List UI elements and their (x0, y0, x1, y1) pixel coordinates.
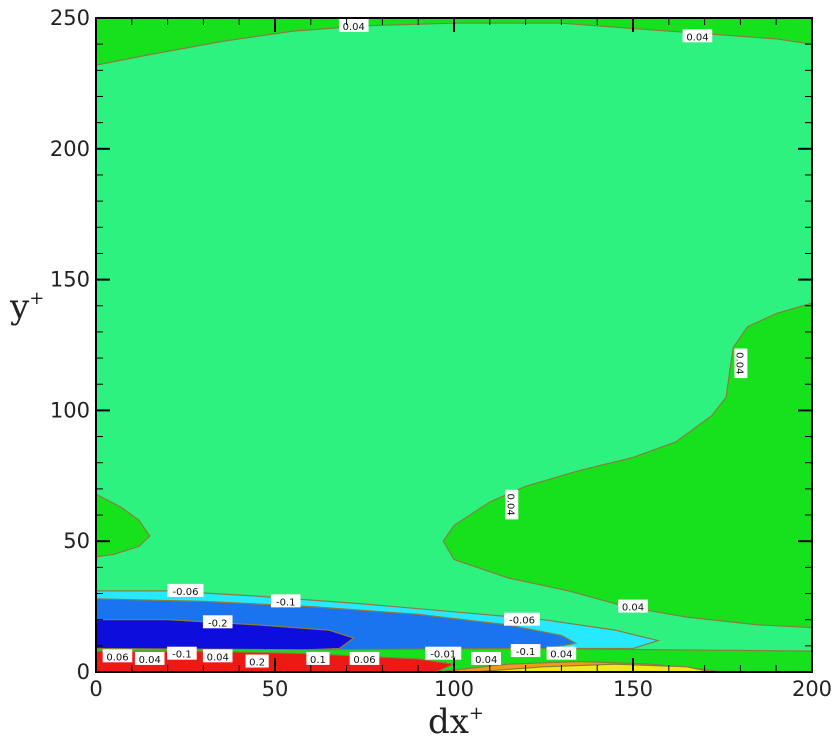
y-tick-label: 250 (50, 6, 90, 30)
contour-label-bg (167, 646, 197, 660)
contour-label-1: 0.04 (338, 18, 369, 33)
contour-label-16: 0.2 (245, 654, 269, 669)
contour-label-5: 0.04 (618, 599, 648, 614)
contour-label-bg (102, 649, 133, 663)
x-axis-label: dx+ (428, 702, 484, 742)
y-tick-label: 200 (50, 137, 90, 161)
contour-label-bg (134, 651, 165, 665)
contour-label-text: -0.06 (509, 616, 535, 627)
contour-label-13: 0.04 (134, 651, 165, 666)
contour-label-11: 0.04 (546, 646, 577, 661)
contour-label-8: -0.2 (202, 615, 233, 629)
contour-label-15: 0.04 (202, 649, 233, 663)
contour-label-text: -0.1 (276, 597, 296, 608)
contour-label-bg (349, 651, 380, 665)
x-tick-label: 150 (613, 677, 653, 701)
x-tick-label: 50 (262, 677, 289, 701)
contour-label-bg (510, 644, 541, 658)
contour-label-text: 0.04 (475, 655, 497, 666)
contour-label-14: -0.1 (167, 646, 197, 661)
contour-label-3: 0.04 (733, 348, 748, 379)
y-tick-label: 150 (50, 268, 90, 292)
contour-label-text: -0.2 (208, 618, 228, 629)
contour-label-text: -0.01 (430, 650, 456, 661)
contour-label-9: -0.06 (504, 612, 541, 627)
contour-label-text: 0.04 (550, 650, 572, 661)
y-tick-label: 0 (77, 660, 90, 684)
contour-label-20: 0.04 (471, 651, 502, 666)
contour-label-17: 0.1 (306, 651, 330, 666)
contour-label-bg (618, 599, 648, 613)
contour-label-bg (245, 654, 269, 668)
contour-label-19: -0.01 (425, 646, 462, 661)
x-axis-label-sup: + (469, 703, 484, 724)
contour-label-text: 0.04 (733, 352, 744, 374)
x-tick-label: 0 (89, 677, 102, 701)
contour-label-bg (471, 651, 502, 665)
contour-label-text: 0.1 (310, 655, 326, 666)
y-axis-label: y+ (9, 287, 44, 327)
contour-label-text: 0.04 (207, 652, 229, 663)
contour-label-10: -0.1 (510, 644, 541, 658)
contour-label-text: -0.1 (172, 650, 192, 661)
contour-label-bg (202, 615, 233, 629)
contour-label-bg (425, 646, 462, 660)
contour-label-bg (202, 649, 233, 663)
x-axis-label-text: dx (428, 702, 469, 742)
contour-label-text: 0.04 (686, 32, 708, 43)
contour-label-text: -0.1 (516, 647, 536, 658)
x-tick-label: 100 (434, 677, 474, 701)
contour-label-text: 0.06 (353, 655, 375, 666)
contour-label-text: 0.04 (504, 493, 515, 515)
contour-label-7: -0.1 (270, 594, 301, 608)
axes: 0 50 100 150 200 0 50 100 150 200 250 (50, 6, 832, 701)
contour-label-text: 0.06 (106, 652, 128, 663)
contour-label-18: 0.06 (349, 651, 380, 666)
contour-label-bg (682, 29, 713, 43)
contour-label-bg (270, 594, 301, 608)
y-axis-label-text: y (9, 287, 30, 327)
contour-label-text: 0.04 (139, 655, 161, 666)
contour-label-2: 0.04 (682, 29, 713, 43)
y-tick-label: 100 (50, 398, 90, 422)
x-tick-label: 200 (792, 677, 832, 701)
contour-region-10 (471, 663, 712, 672)
contour-label-text: -0.06 (173, 587, 199, 598)
contour-label-4: 0.04 (504, 489, 519, 520)
contour-label-text: 0.2 (249, 658, 265, 669)
contour-label-text: 0.04 (622, 603, 644, 614)
contour-regions (96, 18, 812, 672)
contour-label-12: 0.06 (102, 649, 133, 663)
contour-label-bg (734, 348, 748, 379)
contour-label-bg (504, 612, 541, 626)
contour-label-6: -0.06 (167, 583, 204, 598)
contour-label-bg (546, 646, 577, 660)
contour-label-text: 0.04 (343, 22, 365, 33)
contour-label-bg (306, 651, 330, 665)
y-tick-label: 50 (63, 529, 90, 553)
contour-label-bg (505, 489, 519, 520)
y-axis-label-sup: + (29, 288, 44, 309)
contour-label-bg (167, 583, 204, 597)
